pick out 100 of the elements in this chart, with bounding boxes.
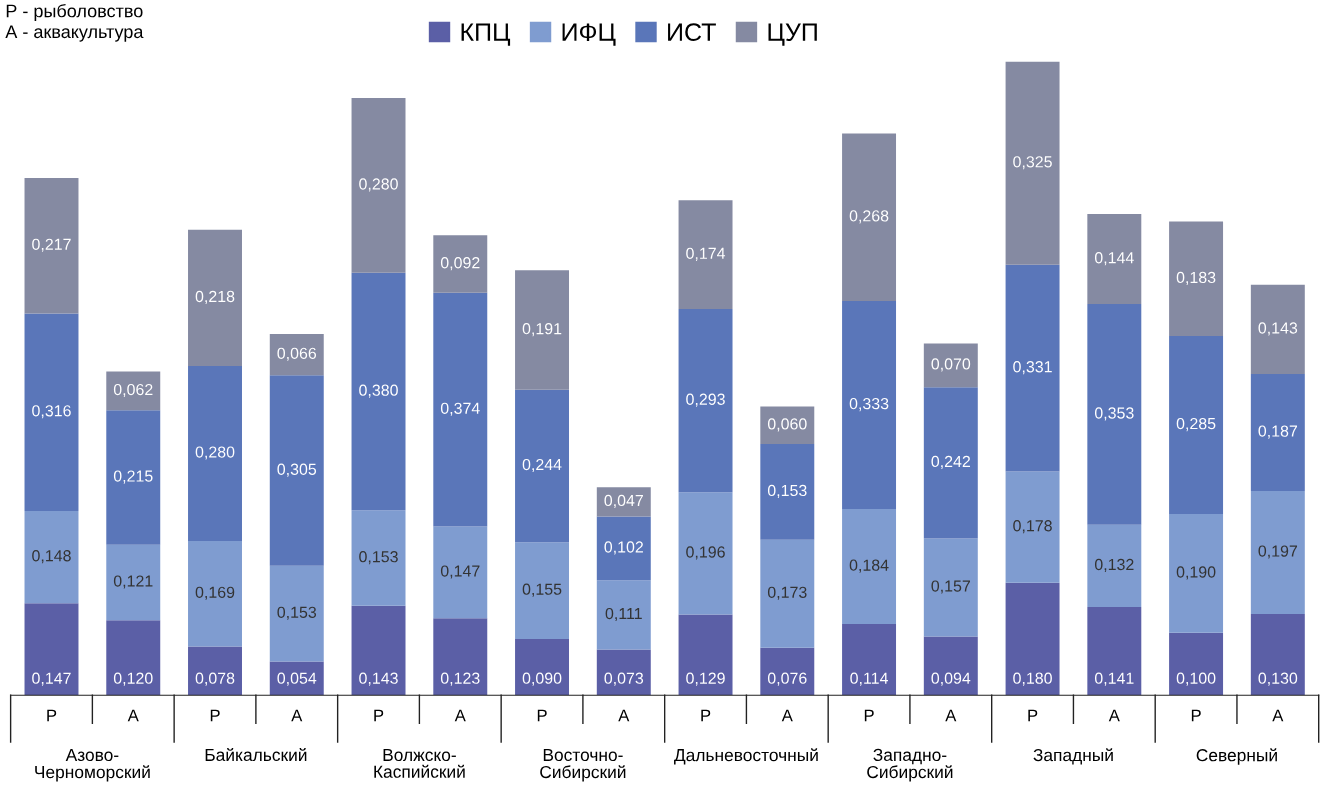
data-label: 0,155: [522, 583, 562, 597]
data-label: 0,143: [1258, 322, 1298, 336]
bar: [1169, 335, 1224, 515]
data-label: 0,173: [767, 586, 807, 600]
data-label: 0,047: [604, 494, 643, 508]
bar: [1087, 304, 1142, 525]
bar: [515, 542, 570, 639]
x-tick-label: Р: [1028, 709, 1038, 722]
data-label: 0,148: [32, 550, 71, 564]
x-tick-label: Р: [701, 709, 711, 722]
bar: [760, 647, 815, 696]
bar: [678, 492, 733, 615]
data-label: 0,325: [1013, 156, 1052, 170]
bar: [596, 516, 651, 581]
data-label: 0,153: [359, 551, 398, 565]
bar: [1250, 284, 1305, 375]
bar: [1250, 613, 1305, 696]
bar: [269, 334, 324, 376]
x-tick-label: Р: [537, 709, 547, 722]
data-label: 0,268: [849, 210, 889, 224]
data-label: 0,090: [522, 672, 562, 686]
data-label: 0,169: [195, 586, 235, 600]
data-label: 0,280: [359, 178, 398, 192]
bar: [24, 177, 79, 314]
data-label: 0,073: [604, 672, 644, 686]
bar: [678, 614, 733, 696]
data-label: 0,144: [1094, 252, 1134, 266]
bar: [1005, 264, 1060, 472]
data-label: 0,130: [1258, 672, 1298, 686]
bar: [923, 387, 978, 539]
text: Р - рыболовство А - аквакультура: [5, 3, 144, 42]
bar: [433, 235, 488, 293]
data-label: 0,141: [1094, 672, 1134, 686]
bar: [515, 638, 570, 696]
bar: [433, 618, 488, 696]
bar: [1169, 514, 1224, 633]
bar: [1250, 374, 1305, 491]
bar: [1250, 490, 1305, 614]
data-label: 0,123: [440, 672, 480, 686]
data-label: 0,217: [32, 238, 71, 252]
data-label: 0,190: [1176, 566, 1216, 580]
bar: [24, 510, 79, 604]
data-label: 0,092: [440, 257, 480, 271]
bar: [678, 200, 733, 310]
x-tick-label: А: [781, 709, 793, 722]
text: Западно- Сибирский: [867, 748, 953, 782]
data-label: 0,121: [113, 575, 153, 589]
bar: [1087, 607, 1142, 696]
data-label: 0,062: [113, 383, 153, 398]
legend-label: ИСТ: [668, 23, 716, 41]
data-label: 0,380: [359, 384, 398, 398]
x-tick-label: А: [945, 709, 957, 722]
x-tick-label: Р: [864, 709, 874, 722]
text: Байкальский: [205, 748, 307, 762]
data-label: 0,132: [1094, 558, 1134, 573]
bar: [515, 389, 570, 543]
data-label: 0,244: [522, 458, 562, 473]
bar: [1005, 582, 1060, 696]
bar: [596, 487, 651, 517]
data-label: 0,197: [1258, 545, 1298, 559]
data-label: 0,114: [850, 672, 888, 686]
bar: [188, 365, 242, 541]
bar: [106, 371, 161, 411]
bar: [106, 410, 161, 545]
bar: [1087, 524, 1142, 608]
data-label: 0,147: [32, 672, 71, 686]
data-label: 0,076: [767, 672, 807, 686]
data-label: 0,157: [931, 580, 970, 594]
data-label: 0,353: [1094, 407, 1134, 421]
data-label: 0,129: [686, 672, 725, 686]
x-tick-label: А: [618, 709, 630, 722]
x-tick-label: А: [454, 709, 466, 722]
data-label: 0,174: [686, 247, 726, 261]
legend-label: ЦУП: [768, 23, 817, 46]
bar: [351, 272, 406, 511]
bar: [842, 509, 897, 624]
text: Восточно- Сибирский: [540, 748, 626, 782]
text: Западный: [1033, 748, 1113, 765]
legend-label: ИФЦ: [562, 23, 616, 46]
x-tick-label: А: [291, 709, 303, 722]
data-label: 0,178: [1013, 520, 1052, 534]
bar: [351, 605, 406, 696]
data-label: 0,060: [767, 418, 807, 432]
bar: [1087, 214, 1142, 305]
data-label: 0,054: [277, 672, 317, 686]
text: Дальневосточный: [674, 748, 818, 765]
x-tick-label: Р: [47, 709, 57, 722]
data-label: 0,153: [277, 606, 317, 620]
text: Северный: [1196, 748, 1277, 765]
data-label: 0,120: [113, 672, 153, 686]
data-label: 0,374: [440, 402, 480, 416]
bar: [351, 97, 406, 273]
bar: [188, 229, 242, 366]
data-label: 0,070: [931, 358, 971, 372]
bar: [1005, 471, 1060, 583]
data-label: 0,293: [686, 393, 725, 407]
data-label: 0,180: [1013, 672, 1052, 686]
bar: [269, 375, 324, 566]
data-label: 0,143: [359, 672, 398, 686]
data-label: 0,242: [931, 455, 970, 469]
